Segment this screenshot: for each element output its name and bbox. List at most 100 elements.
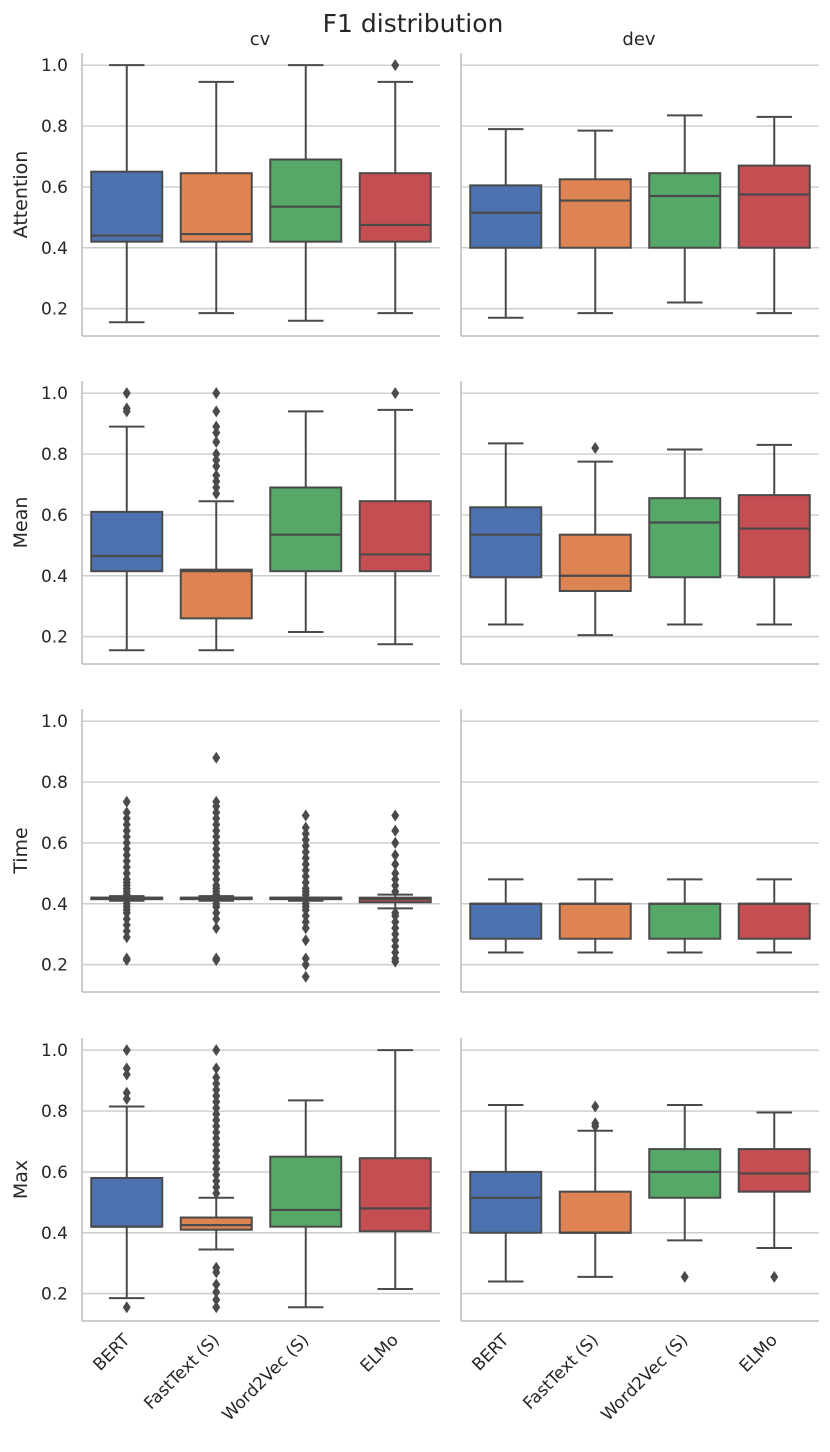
outlier-point [212, 873, 221, 886]
y-tick-label: 1.0 [41, 712, 68, 732]
outlier-point [212, 426, 221, 439]
box-elmo [358, 387, 432, 646]
outlier-point [212, 824, 221, 837]
box-word2vec-s [648, 114, 722, 304]
y-tick-label: 0.8 [41, 445, 68, 465]
outlier-point [212, 1168, 221, 1181]
outlier-point [391, 809, 400, 822]
outlier-point [122, 836, 131, 849]
y-tick-label: 0.2 [41, 1285, 68, 1305]
outlier-point [391, 858, 400, 871]
iqr-box [358, 172, 432, 243]
box-fasttext-s [179, 751, 253, 967]
outlier-point [122, 931, 131, 944]
iqr-box [469, 902, 543, 940]
outlier-point [212, 855, 221, 868]
outlier-point [122, 806, 131, 819]
outlier-point [122, 867, 131, 880]
iqr-box [179, 172, 253, 243]
outlier-point [301, 839, 310, 852]
panel-mean-dev [460, 381, 819, 665]
outlier-point [301, 858, 310, 871]
outlier-point [212, 1126, 221, 1139]
y-tick-label: 0.6 [41, 834, 68, 854]
iqr-box [469, 1170, 543, 1234]
box-fasttext-s [179, 80, 253, 315]
outlier-point [391, 916, 400, 929]
y-tick-label: 0.4 [41, 239, 68, 259]
outlier-point [122, 824, 131, 837]
y-tick-label: 0.6 [41, 1163, 68, 1183]
outlier-point [301, 827, 310, 840]
outlier-point [212, 1062, 221, 1075]
box-bert [90, 64, 164, 324]
box-bert [469, 878, 543, 954]
row-label-mean: Mean [10, 497, 32, 549]
outlier-point [391, 906, 400, 919]
outlier-point [391, 940, 400, 953]
outlier-point [122, 925, 131, 938]
outlier-point [212, 861, 221, 874]
iqr-box [737, 164, 811, 249]
y-tick-label: 0.6 [41, 506, 68, 526]
outlier-point [301, 846, 310, 859]
outlier-point [122, 1068, 131, 1081]
outlier-point [212, 806, 221, 819]
panel-time-cv: 0.2 0.4 0.6 0.8 1.0 Time [10, 709, 440, 993]
outlier-point [391, 873, 400, 886]
outlier-point [301, 909, 310, 922]
y-tick-label: 0.8 [41, 1102, 68, 1122]
outlier-point [591, 1117, 600, 1130]
outlier-point [122, 818, 131, 831]
outlier-point [212, 435, 221, 448]
box-elmo [737, 1111, 811, 1283]
outlier-point [212, 1162, 221, 1175]
box-fasttext-s [558, 1100, 632, 1278]
iqr-box [648, 1148, 722, 1199]
outlier-point [212, 405, 221, 418]
box-fasttext-s [558, 441, 632, 637]
box-bert [469, 1103, 543, 1283]
y-tick-label: 0.8 [41, 773, 68, 793]
outlier-point [212, 842, 221, 855]
outlier-point [212, 906, 221, 919]
outlier-point [212, 387, 221, 400]
outlier-point [212, 849, 221, 862]
outlier-point [212, 952, 221, 965]
outlier-point [212, 469, 221, 482]
outlier-point [391, 885, 400, 898]
box-elmo [737, 878, 811, 954]
outlier-point [391, 879, 400, 892]
box-word2vec-s [269, 410, 343, 634]
iqr-box [737, 1148, 811, 1193]
outlier-point [301, 958, 310, 971]
outlier-point [212, 836, 221, 849]
row-label-time: Time [10, 827, 32, 875]
outlier-point [122, 387, 131, 400]
outlier-point [680, 1270, 689, 1283]
y-tick-label: 0.8 [41, 117, 68, 137]
y-tick-label: 0.4 [41, 567, 68, 587]
iqr-box [469, 184, 543, 249]
outlier-point [212, 912, 221, 925]
box-fasttext-s [558, 878, 632, 954]
outlier-point [212, 487, 221, 500]
y-tick-label: 0.2 [41, 956, 68, 976]
iqr-box [358, 1157, 432, 1233]
box-word2vec-s [648, 448, 722, 626]
iqr-box [179, 568, 253, 620]
y-tick-label: 0.2 [41, 300, 68, 320]
iqr-box [90, 510, 164, 573]
box-word2vec-s [269, 64, 343, 322]
box-bert [90, 795, 164, 967]
chart-title: F1 distribution [323, 9, 504, 38]
outlier-point [212, 1144, 221, 1157]
outlier-point [301, 821, 310, 834]
outlier-point [122, 912, 131, 925]
outlier-point [212, 1150, 221, 1163]
outlier-point [301, 864, 310, 877]
iqr-box [648, 902, 722, 940]
x-tick-label-elmo: ELMo [357, 1330, 403, 1376]
outlier-point [212, 481, 221, 494]
